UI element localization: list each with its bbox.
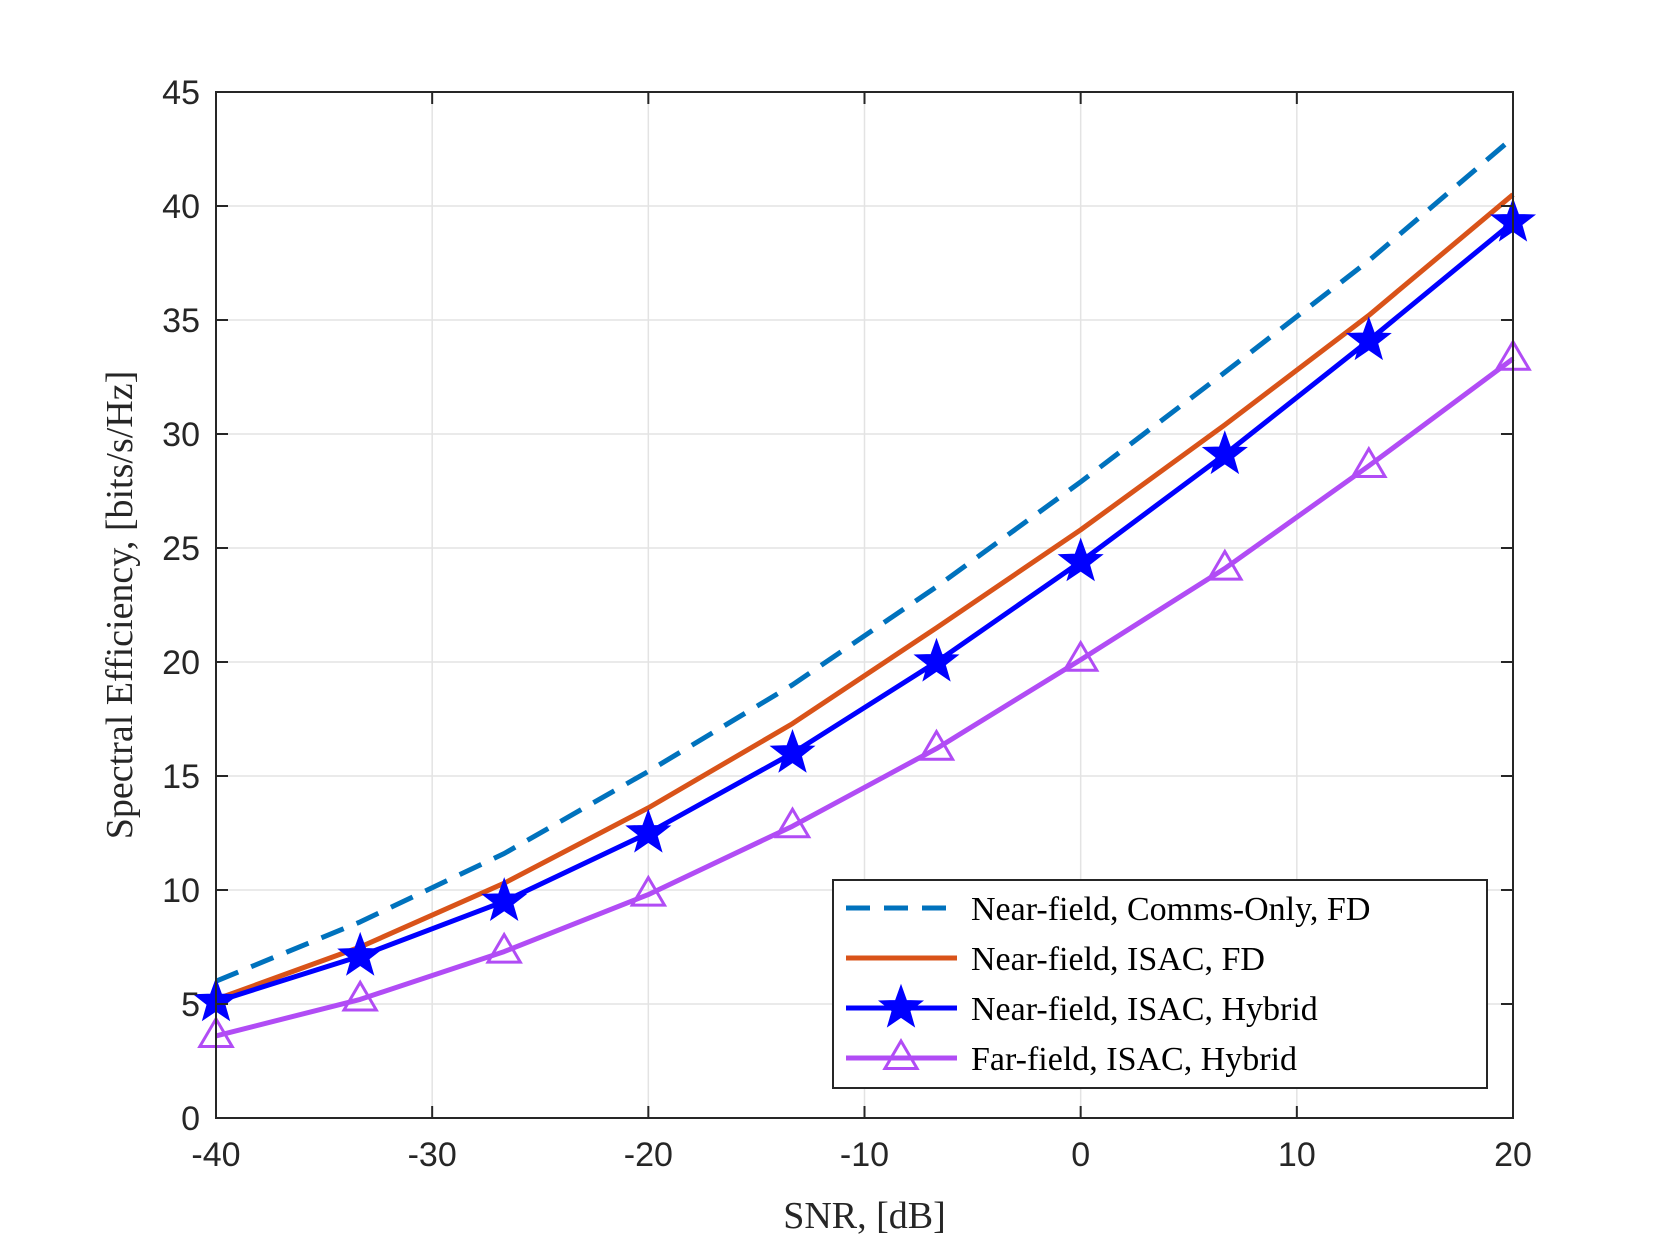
data-point	[1057, 537, 1104, 582]
data-point	[1201, 430, 1248, 475]
data-point	[1061, 639, 1100, 672]
y-tick-label: 45	[162, 74, 200, 112]
y-tick-label: 25	[162, 530, 200, 568]
data-point	[341, 979, 379, 1012]
tick-labels: -40 -30 -20 -10 0 10 20 0 5 10 15 20 25 30 35 40 45	[162, 74, 1532, 1174]
x-tick-label: 10	[1278, 1136, 1316, 1174]
x-tick-label: 20	[1494, 1136, 1532, 1174]
legend-item: Near-field, ISAC, FD	[846, 941, 1265, 978]
x-tick-label: -40	[191, 1136, 240, 1174]
y-tick-label: 35	[162, 302, 200, 340]
legend-item: Near-field, Comms-Only, FD	[846, 891, 1370, 928]
series-layer	[193, 135, 1537, 1048]
y-tick-label: 5	[181, 986, 200, 1024]
legend-item: Near-field, ISAC, Hybrid	[846, 983, 1318, 1028]
y-axis-label: Spectral Efficiency, [bits/s/Hz]	[99, 371, 141, 840]
legend-label: Far-field, ISAC, Hybrid	[971, 1041, 1297, 1078]
x-axis-label: SNR, [dB]	[783, 1195, 946, 1237]
data-point	[773, 806, 812, 839]
ticks	[215, 91, 1514, 1119]
legend-label: Near-field, Comms-Only, FD	[971, 891, 1370, 928]
data-point	[769, 728, 816, 773]
series-line	[215, 135, 1515, 984]
y-tick-label: 10	[162, 872, 200, 910]
data-point	[485, 931, 523, 964]
series-line	[215, 192, 1515, 1002]
series-0	[215, 135, 1515, 984]
data-point	[629, 874, 668, 907]
data-point	[625, 808, 672, 853]
y-tick-label: 20	[162, 644, 200, 682]
series-1	[215, 192, 1515, 1002]
legend-marker	[878, 983, 924, 1028]
x-tick-label: -10	[840, 1136, 889, 1174]
y-tick-label: 40	[162, 188, 200, 226]
series-line	[215, 220, 1515, 1005]
data-point	[1345, 316, 1392, 361]
data-point	[481, 877, 528, 922]
data-point	[1350, 445, 1388, 478]
legend: Near-field, Comms-Only, FD Near-field, IS…	[832, 879, 1488, 1089]
y-tick-label: 15	[162, 758, 200, 796]
x-tick-label: -30	[408, 1136, 457, 1174]
legend-item: Far-field, ISAC, Hybrid	[846, 1038, 1297, 1078]
x-tick-label: 0	[1071, 1136, 1090, 1174]
data-point	[913, 637, 960, 682]
legend-label: Near-field, ISAC, Hybrid	[971, 991, 1318, 1028]
legend-marker	[882, 1038, 920, 1070]
y-tick-label: 0	[181, 1100, 200, 1138]
legend-label: Near-field, ISAC, FD	[971, 941, 1265, 978]
legend-box	[832, 879, 1488, 1089]
data-point	[337, 931, 384, 976]
x-tick-label: -20	[624, 1136, 673, 1174]
series-line	[215, 356, 1515, 1039]
data-point	[917, 728, 956, 761]
y-tick-label: 30	[162, 416, 200, 454]
data-point	[1206, 548, 1244, 581]
